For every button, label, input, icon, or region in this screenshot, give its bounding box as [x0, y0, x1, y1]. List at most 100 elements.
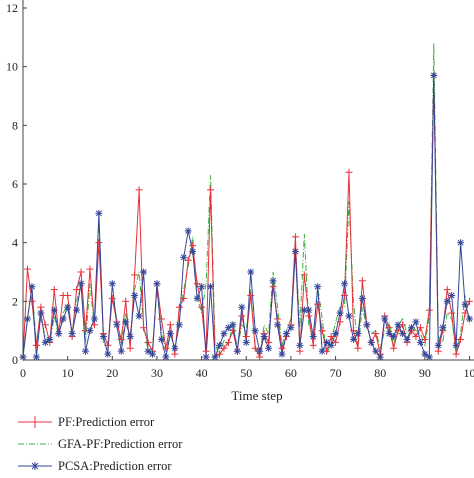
series-0-point: [274, 315, 282, 323]
series-2-point: [349, 335, 357, 343]
series-2-point: [148, 350, 156, 358]
x-tick-label: 40: [196, 366, 208, 380]
y-tick-label: 12: [6, 1, 18, 15]
series-2-point: [466, 315, 474, 323]
x-tick-label: 60: [285, 366, 297, 380]
legend-item-pf: PF:Prediction error: [18, 412, 318, 432]
series-2-point: [113, 321, 121, 329]
series-0-point: [184, 256, 192, 264]
series-2-point: [23, 315, 31, 323]
series-2-point: [233, 347, 241, 355]
series-2-point: [220, 330, 228, 338]
series-0-point: [336, 318, 344, 326]
series-0-point: [73, 286, 81, 294]
legend-item-pcsa: PCSA:Prediction error: [18, 456, 318, 476]
series-2-point: [305, 306, 313, 314]
series-0-point: [86, 265, 94, 273]
series-0-point: [202, 347, 210, 355]
y-tick-label: 8: [12, 118, 18, 132]
legend-label-gfa-pf: GFA-PF:Prediction error: [58, 437, 183, 451]
series-0-point: [95, 239, 103, 247]
series-2-point: [296, 341, 304, 349]
series-0-point: [122, 297, 130, 305]
series-2-point: [90, 315, 98, 323]
series-0-point: [256, 353, 264, 361]
series-2-point: [291, 247, 299, 255]
series-0-point: [385, 324, 393, 332]
series-2-point: [274, 321, 282, 329]
series-2-point: [162, 353, 170, 361]
chart: 0 2 4 6 8 10 12 0 10 20 30 40 50 60 70 80 90 10 Time step: [6, 0, 474, 403]
x-tick-label: 10: [62, 366, 74, 380]
series-0-point: [327, 333, 335, 341]
series-0-point: [50, 286, 58, 294]
series-2-point: [46, 335, 54, 343]
series-0-point: [198, 303, 206, 311]
series-2-point: [211, 353, 219, 361]
series-2-point: [416, 338, 424, 346]
series-0-point: [448, 309, 456, 317]
legend-label-pcsa: PCSA:Prediction error: [58, 459, 172, 473]
series-0-point: [41, 321, 49, 329]
series-0-point: [175, 303, 183, 311]
series-2-point: [314, 283, 322, 291]
series-2-point: [144, 347, 152, 355]
series-2-point: [399, 330, 407, 338]
series-0-point: [296, 347, 304, 355]
series-0-point: [117, 335, 125, 343]
series-0-point: [341, 291, 349, 299]
series-2-point: [318, 347, 326, 355]
series-0-point: [390, 344, 398, 352]
series-2-point: [135, 312, 143, 320]
series-0-point: [37, 303, 45, 311]
series-2-point: [82, 347, 90, 355]
series-2-point: [242, 338, 250, 346]
series-2-point: [407, 324, 415, 332]
series-0-point: [144, 338, 152, 346]
series-2-point: [202, 353, 210, 361]
series-0-point: [251, 344, 259, 352]
series-line-2: [22, 75, 471, 359]
series-2-point: [122, 318, 130, 326]
series-0-point: [345, 168, 353, 176]
series-2-point: [193, 294, 201, 302]
series-2-point: [50, 306, 58, 314]
series-2-point: [95, 209, 103, 217]
series-0-point: [358, 277, 366, 285]
series-2-point: [224, 324, 232, 332]
x-tick-label: 70: [330, 366, 342, 380]
y-tick-label: 10: [6, 60, 18, 74]
series-2-point: [385, 330, 393, 338]
series-0-point: [28, 297, 36, 305]
series-2-point: [323, 338, 331, 346]
series-0-point: [157, 315, 165, 323]
series-0-point: [309, 341, 317, 349]
series-0-point: [23, 265, 31, 273]
series-2-point: [37, 309, 45, 317]
series-2-point: [175, 321, 183, 329]
series-2-point: [390, 333, 398, 341]
series-2-point: [215, 341, 223, 349]
plot-series: [19, 43, 474, 361]
series-0-point: [224, 338, 232, 346]
series-2-point: [104, 350, 112, 358]
series-0-point: [32, 341, 40, 349]
series-2-point: [131, 291, 139, 299]
series-line-0: [22, 75, 471, 359]
series-2-point: [269, 277, 277, 285]
series-0-point: [452, 350, 460, 358]
series-2-point: [336, 309, 344, 317]
series-0-point: [126, 344, 134, 352]
series-0-point: [131, 271, 139, 279]
series-2-point: [332, 330, 340, 338]
x-tick-label: 10: [464, 366, 474, 380]
series-2-point: [412, 318, 420, 326]
legend-swatch-gfa-pf: [18, 443, 52, 445]
series-2-point: [251, 327, 259, 335]
x-tick-label: 90: [419, 366, 431, 380]
series-2-point: [372, 347, 380, 355]
x-tick-label: 50: [240, 366, 252, 380]
series-0-point: [171, 350, 179, 358]
series-2-point: [198, 283, 206, 291]
series-0-point: [207, 186, 215, 194]
